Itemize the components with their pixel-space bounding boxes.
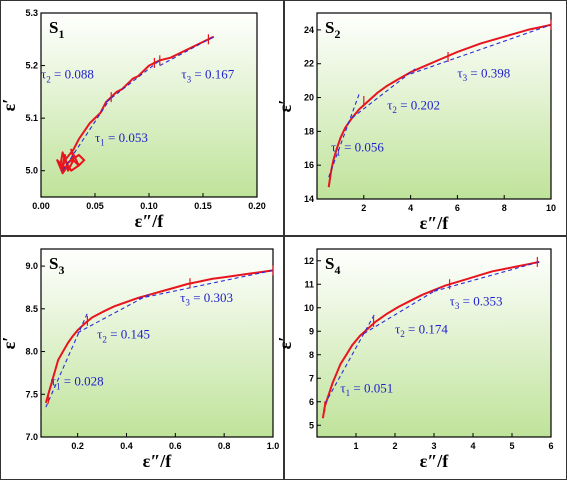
fit-line [324,312,376,405]
x-tick-label: 1 [353,441,358,451]
tau-annotation: τ1 = 0.053 [95,130,148,148]
x-tick-label: 1.0 [267,441,280,451]
fit-line [410,24,552,75]
y-tick-label: 5.2 [25,61,38,71]
fit-line [328,93,360,178]
panel-s2: 2 4 6 8 10 14 16 18 20 22 24 ε″/f ε′ S2 τ1 = 0.056 τ2 =… [275,0,567,236]
tau-annotation: τ3 = 0.398 [457,65,510,83]
fit-line [433,261,540,292]
fit-line [351,68,416,119]
y-tick-label: 12 [304,256,314,266]
y-tick-label: 7 [309,373,314,383]
fit-line [105,59,161,103]
x-tick-label: 0.10 [140,201,158,211]
y-tick-label: 20 [304,93,314,103]
chart-s1: 0.00 0.05 0.10 0.15 0.20 5.0 5.1 5.2 5.3 ε″/f ε′ S1… [0,8,266,231]
tau-annotation: τ2 = 0.145 [97,327,150,345]
x-tick-label: 0.8 [218,441,231,451]
x-axis-label: ε″/f [143,451,173,471]
x-tick-label: 5 [509,441,514,451]
y-axis-label: ε′ [275,100,295,113]
y-tick-label: 8.0 [25,347,38,357]
y-tick-label: 8.5 [25,304,38,314]
y-tick-label: 7.0 [25,432,38,442]
tau-annotation: τ1 = 0.056 [331,140,384,158]
y-tick-label: 5.3 [25,8,38,18]
y-tick-label: 9 [309,326,314,336]
fit-line [159,36,215,67]
plot-area [316,12,552,200]
x-tick-label: 4 [408,203,413,213]
x-tick-label: 0.4 [120,441,133,451]
x-axis-label: ε″/f [135,211,165,231]
tau-annotation: τ1 = 0.051 [340,380,393,398]
y-tick-label: 5.1 [25,113,38,123]
y-tick-label: 16 [304,160,314,170]
x-tick-label: 10 [546,203,556,213]
panel-s4: 1 2 3 4 5 6 5 6 7 8 9 10 11 12 ε″/f ε′ S4 τ1 = 0.051 τ2 = … [275,236,567,480]
y-tick-label: 11 [304,279,314,289]
tau-annotation: τ3 = 0.167 [181,67,234,85]
x-tick-label: 8 [502,203,507,213]
x-tick-label: 2 [392,441,397,451]
panel-s3: 0.2 0.4 0.6 0.8 1.0 7.0 7.5 8.0 8.5 9.0 ε″/f ε′ S3 τ1… [0,236,284,480]
tau-annotation: τ3 = 0.303 [180,290,233,308]
x-tick-label: 2 [361,203,366,213]
y-axis-label: ε′ [0,337,19,350]
y-tick-label: 22 [304,59,314,69]
x-tick-label: 6 [455,203,460,213]
x-tick-label: 0.15 [194,201,212,211]
data-series-line [321,260,540,419]
x-tick-label: 0.05 [86,201,104,211]
panel-s1: 0.00 0.05 0.10 0.15 0.20 5.0 5.1 5.2 5.3 ε″/f ε′ S1… [0,0,284,236]
fit-line [363,286,443,335]
y-tick-label: 5.0 [25,166,38,176]
chart-s3: 0.2 0.4 0.6 0.8 1.0 7.0 7.5 8.0 8.5 9.0 ε″/f ε′ S3 τ1… [0,248,280,471]
x-tick-label: 3 [431,441,436,451]
data-series-line [56,35,215,175]
tau-annotation: τ3 = 0.353 [450,293,503,311]
data-series-line [327,23,552,188]
y-axis-label: ε′ [275,337,295,350]
x-tick-label: 0.2 [71,441,84,451]
panel-label: S3 [49,254,64,277]
fit-line [62,96,112,172]
x-tick-label: 0.6 [169,441,182,451]
tau-annotation: τ2 = 0.174 [395,322,448,340]
tau-annotation: τ1 = 0.028 [51,374,104,392]
x-tick-label: 0.00 [32,201,50,211]
x-tick-label: 0.20 [248,201,266,211]
x-axis-label: ε″/f [420,213,450,233]
panel-label: S2 [325,18,340,41]
y-tick-label: 7.5 [25,389,38,399]
x-tick-label: 4 [470,441,475,451]
plot-area [40,248,274,438]
y-tick-label: 8 [309,350,314,360]
fit-line [138,269,274,300]
y-tick-label: 9.0 [25,261,38,271]
y-tick-label: 10 [304,303,314,313]
plot-area [316,248,552,438]
tau-annotation: τ2 = 0.088 [41,67,94,85]
y-axis-label: ε′ [0,99,19,112]
panel-label: S4 [325,254,340,277]
tau-annotation: τ2 = 0.202 [387,97,440,115]
fit-line [45,312,88,408]
panel-label: S1 [49,18,64,41]
x-axis-label: ε″/f [420,451,450,471]
data-series-line [44,269,274,404]
y-tick-label: 14 [304,194,314,204]
x-tick-label: 6 [548,441,553,451]
y-tick-label: 24 [304,25,314,35]
y-tick-label: 6 [309,397,314,407]
y-tick-label: 5 [309,420,314,430]
y-tick-label: 18 [304,126,314,136]
